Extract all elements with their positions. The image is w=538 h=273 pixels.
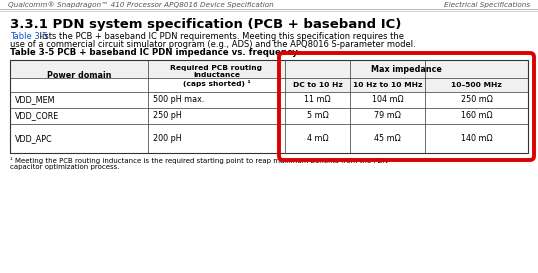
Text: VDD_MEM: VDD_MEM	[15, 96, 55, 105]
Text: ¹ Meeting the PCB routing inductance is the required starting point to reap maxi: ¹ Meeting the PCB routing inductance is …	[10, 157, 388, 164]
Text: Required PCB routing
inductance
(caps shorted) ¹: Required PCB routing inductance (caps sh…	[171, 66, 263, 87]
Text: lists the PCB + baseband IC PDN requirements. Meeting this specification require: lists the PCB + baseband IC PDN requirem…	[37, 32, 404, 41]
Text: Max impedance: Max impedance	[371, 64, 442, 73]
Text: 140 mΩ: 140 mΩ	[461, 134, 492, 143]
Text: 250 pH: 250 pH	[153, 111, 182, 120]
Text: capacitor optimization process.: capacitor optimization process.	[10, 164, 119, 170]
Bar	[10, 60, 528, 78]
Text: 5 mΩ: 5 mΩ	[307, 111, 328, 120]
Text: 10–500 MHz: 10–500 MHz	[451, 82, 502, 88]
Text: Table 3-5 PCB + baseband IC PDN impedance vs. frequency: Table 3-5 PCB + baseband IC PDN impedanc…	[10, 48, 298, 57]
Text: 4 mΩ: 4 mΩ	[307, 134, 328, 143]
Text: Power domain: Power domain	[47, 72, 111, 81]
Text: 11 mΩ: 11 mΩ	[304, 96, 331, 105]
Text: 250 mΩ: 250 mΩ	[461, 96, 492, 105]
Text: 10 Hz to 10 MHz: 10 Hz to 10 MHz	[353, 82, 422, 88]
Text: Electrical Specifications: Electrical Specifications	[444, 2, 530, 8]
Text: 79 mΩ: 79 mΩ	[374, 111, 401, 120]
Text: 200 pH: 200 pH	[153, 134, 182, 143]
Bar	[285, 78, 528, 92]
Text: Qualcomm® Snapdragon™ 410 Processor APQ8016 Device Specification: Qualcomm® Snapdragon™ 410 Processor APQ8…	[8, 2, 274, 8]
Text: VDD_CORE: VDD_CORE	[15, 111, 59, 120]
Text: 160 mΩ: 160 mΩ	[461, 111, 492, 120]
Bar	[10, 60, 528, 153]
Text: DC to 10 Hz: DC to 10 Hz	[293, 82, 342, 88]
Text: VDD_APC: VDD_APC	[15, 134, 53, 143]
Text: 104 mΩ: 104 mΩ	[372, 96, 404, 105]
Text: 45 mΩ: 45 mΩ	[374, 134, 401, 143]
Text: 3.3.1 PDN system specification (PCB + baseband IC): 3.3.1 PDN system specification (PCB + ba…	[10, 18, 401, 31]
Text: use of a commercial circuit simulator program (e.g., ADS) and the APQ8016 S-para: use of a commercial circuit simulator pr…	[10, 40, 416, 49]
Text: Table 3-5: Table 3-5	[10, 32, 48, 41]
Text: 500 pH max.: 500 pH max.	[153, 96, 204, 105]
